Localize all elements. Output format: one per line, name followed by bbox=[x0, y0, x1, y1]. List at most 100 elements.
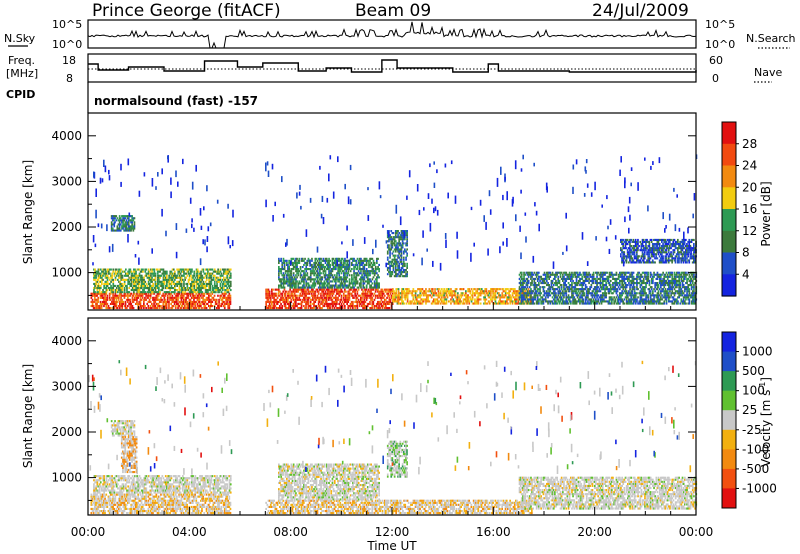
power-cell bbox=[229, 298, 232, 301]
power-cell bbox=[173, 296, 176, 299]
power-cell bbox=[321, 268, 323, 271]
power-cell bbox=[222, 292, 225, 295]
power-cell bbox=[600, 288, 603, 291]
power-cell bbox=[394, 264, 397, 267]
power-cell bbox=[144, 292, 146, 295]
power-cell bbox=[196, 291, 199, 294]
power-cell bbox=[446, 296, 449, 299]
power-cell bbox=[328, 298, 330, 301]
power-cell bbox=[111, 289, 113, 292]
power-cell bbox=[568, 271, 571, 274]
power-cell bbox=[227, 305, 229, 308]
power-cell bbox=[177, 268, 180, 271]
power-cell bbox=[534, 292, 537, 295]
power-cell bbox=[129, 305, 131, 308]
power-cell bbox=[94, 274, 96, 277]
power-cell bbox=[121, 219, 123, 222]
power-cell bbox=[323, 266, 326, 269]
power-cell bbox=[97, 282, 100, 285]
power-cell bbox=[273, 302, 275, 305]
power-cell bbox=[90, 292, 93, 295]
power-cell bbox=[207, 268, 209, 271]
power-cell bbox=[305, 284, 308, 287]
power-cell bbox=[570, 296, 572, 299]
power-cell bbox=[406, 275, 408, 278]
power-cell bbox=[123, 219, 125, 222]
power-cell bbox=[317, 286, 320, 289]
power-cell bbox=[126, 274, 128, 277]
power-cell bbox=[222, 305, 225, 308]
power-cell bbox=[222, 294, 225, 297]
power-cell bbox=[406, 266, 408, 269]
power-cell bbox=[535, 273, 538, 276]
power-cell bbox=[318, 296, 321, 299]
power-cell bbox=[477, 296, 480, 299]
power-cell bbox=[97, 278, 100, 281]
power-cell bbox=[124, 227, 127, 230]
power-cell bbox=[383, 307, 386, 310]
power-cell bbox=[394, 234, 397, 237]
power-cell bbox=[417, 296, 419, 299]
power-cell bbox=[422, 294, 425, 297]
power-cell bbox=[138, 282, 141, 285]
power-cell bbox=[164, 294, 167, 297]
power-cell bbox=[193, 298, 195, 301]
power-cell bbox=[371, 270, 374, 273]
power-cell bbox=[593, 300, 596, 303]
power-cell bbox=[202, 294, 204, 297]
power-cell bbox=[114, 292, 117, 295]
power-cell bbox=[419, 288, 422, 291]
power-cell bbox=[108, 294, 111, 297]
power-cell bbox=[354, 266, 357, 269]
power-cell bbox=[371, 288, 374, 291]
power-cell bbox=[523, 298, 525, 301]
power-cell bbox=[105, 287, 108, 290]
power-cell bbox=[544, 282, 547, 285]
power-cell bbox=[361, 300, 363, 303]
power-cell bbox=[601, 279, 604, 282]
power-cell bbox=[171, 296, 174, 299]
power-cell bbox=[229, 272, 232, 275]
power-cell bbox=[314, 272, 317, 275]
power-cell bbox=[140, 294, 143, 297]
power-cell bbox=[376, 276, 378, 279]
power-cell bbox=[538, 288, 540, 291]
power-cell bbox=[327, 280, 329, 283]
power-cell bbox=[151, 278, 153, 281]
power-cell bbox=[378, 292, 380, 295]
power-cell bbox=[125, 223, 128, 226]
power-cell bbox=[151, 302, 153, 305]
power-cell bbox=[548, 271, 550, 274]
power-cell bbox=[200, 282, 202, 285]
power-cell bbox=[538, 298, 540, 301]
power-cell bbox=[321, 302, 323, 305]
power-cell bbox=[506, 298, 508, 301]
power-cell bbox=[128, 270, 131, 273]
power-cell bbox=[101, 278, 103, 281]
power-cell bbox=[328, 259, 330, 262]
power-cell bbox=[229, 276, 232, 279]
power-cell bbox=[548, 277, 550, 280]
power-cell bbox=[228, 276, 231, 279]
power-cell bbox=[436, 300, 439, 303]
power-cell bbox=[206, 296, 209, 299]
power-cell bbox=[323, 292, 326, 295]
power-cell bbox=[290, 286, 293, 289]
power-cell bbox=[227, 282, 230, 285]
power-cell bbox=[565, 273, 568, 276]
power-cell bbox=[214, 300, 217, 303]
power-cell bbox=[107, 272, 110, 275]
power-cell bbox=[523, 294, 525, 297]
power-cell bbox=[368, 261, 370, 264]
power-cell bbox=[96, 289, 99, 292]
power-cell bbox=[470, 298, 473, 301]
power-cell bbox=[224, 291, 226, 294]
power-cell bbox=[461, 292, 464, 295]
power-cell bbox=[531, 292, 533, 295]
power-cell bbox=[205, 296, 208, 299]
power-cell bbox=[341, 284, 344, 287]
power-cell bbox=[294, 278, 296, 281]
power-cell bbox=[549, 300, 552, 303]
power-cell bbox=[203, 292, 206, 295]
power-cell bbox=[265, 302, 267, 305]
